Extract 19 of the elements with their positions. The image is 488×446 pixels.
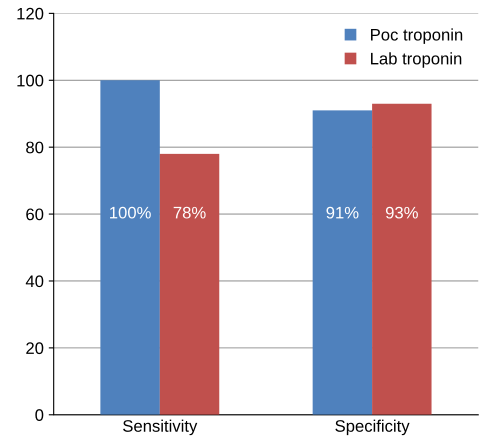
data-label: 100% xyxy=(110,206,151,219)
bar xyxy=(160,154,220,415)
legend-label: Lab troponin xyxy=(371,52,462,68)
bar xyxy=(372,104,432,415)
y-tick-label: 80 xyxy=(26,142,44,154)
bar xyxy=(312,110,372,415)
y-tick-label: 100 xyxy=(17,74,44,86)
y-tick-label: 20 xyxy=(26,342,44,354)
y-tick-label: 60 xyxy=(26,208,44,220)
data-label: 93% xyxy=(386,206,418,219)
y-tick-label: 40 xyxy=(26,275,44,288)
bar xyxy=(100,80,160,415)
data-label: 91% xyxy=(326,206,358,219)
legend-label: Poc troponin xyxy=(371,28,462,44)
data-label: 78% xyxy=(174,206,206,219)
x-tick-label: Specificity xyxy=(335,420,410,436)
x-tick-label: Sensitivity xyxy=(123,420,198,436)
y-tick-label: 120 xyxy=(17,8,44,20)
y-tick-label: 0 xyxy=(35,409,44,421)
